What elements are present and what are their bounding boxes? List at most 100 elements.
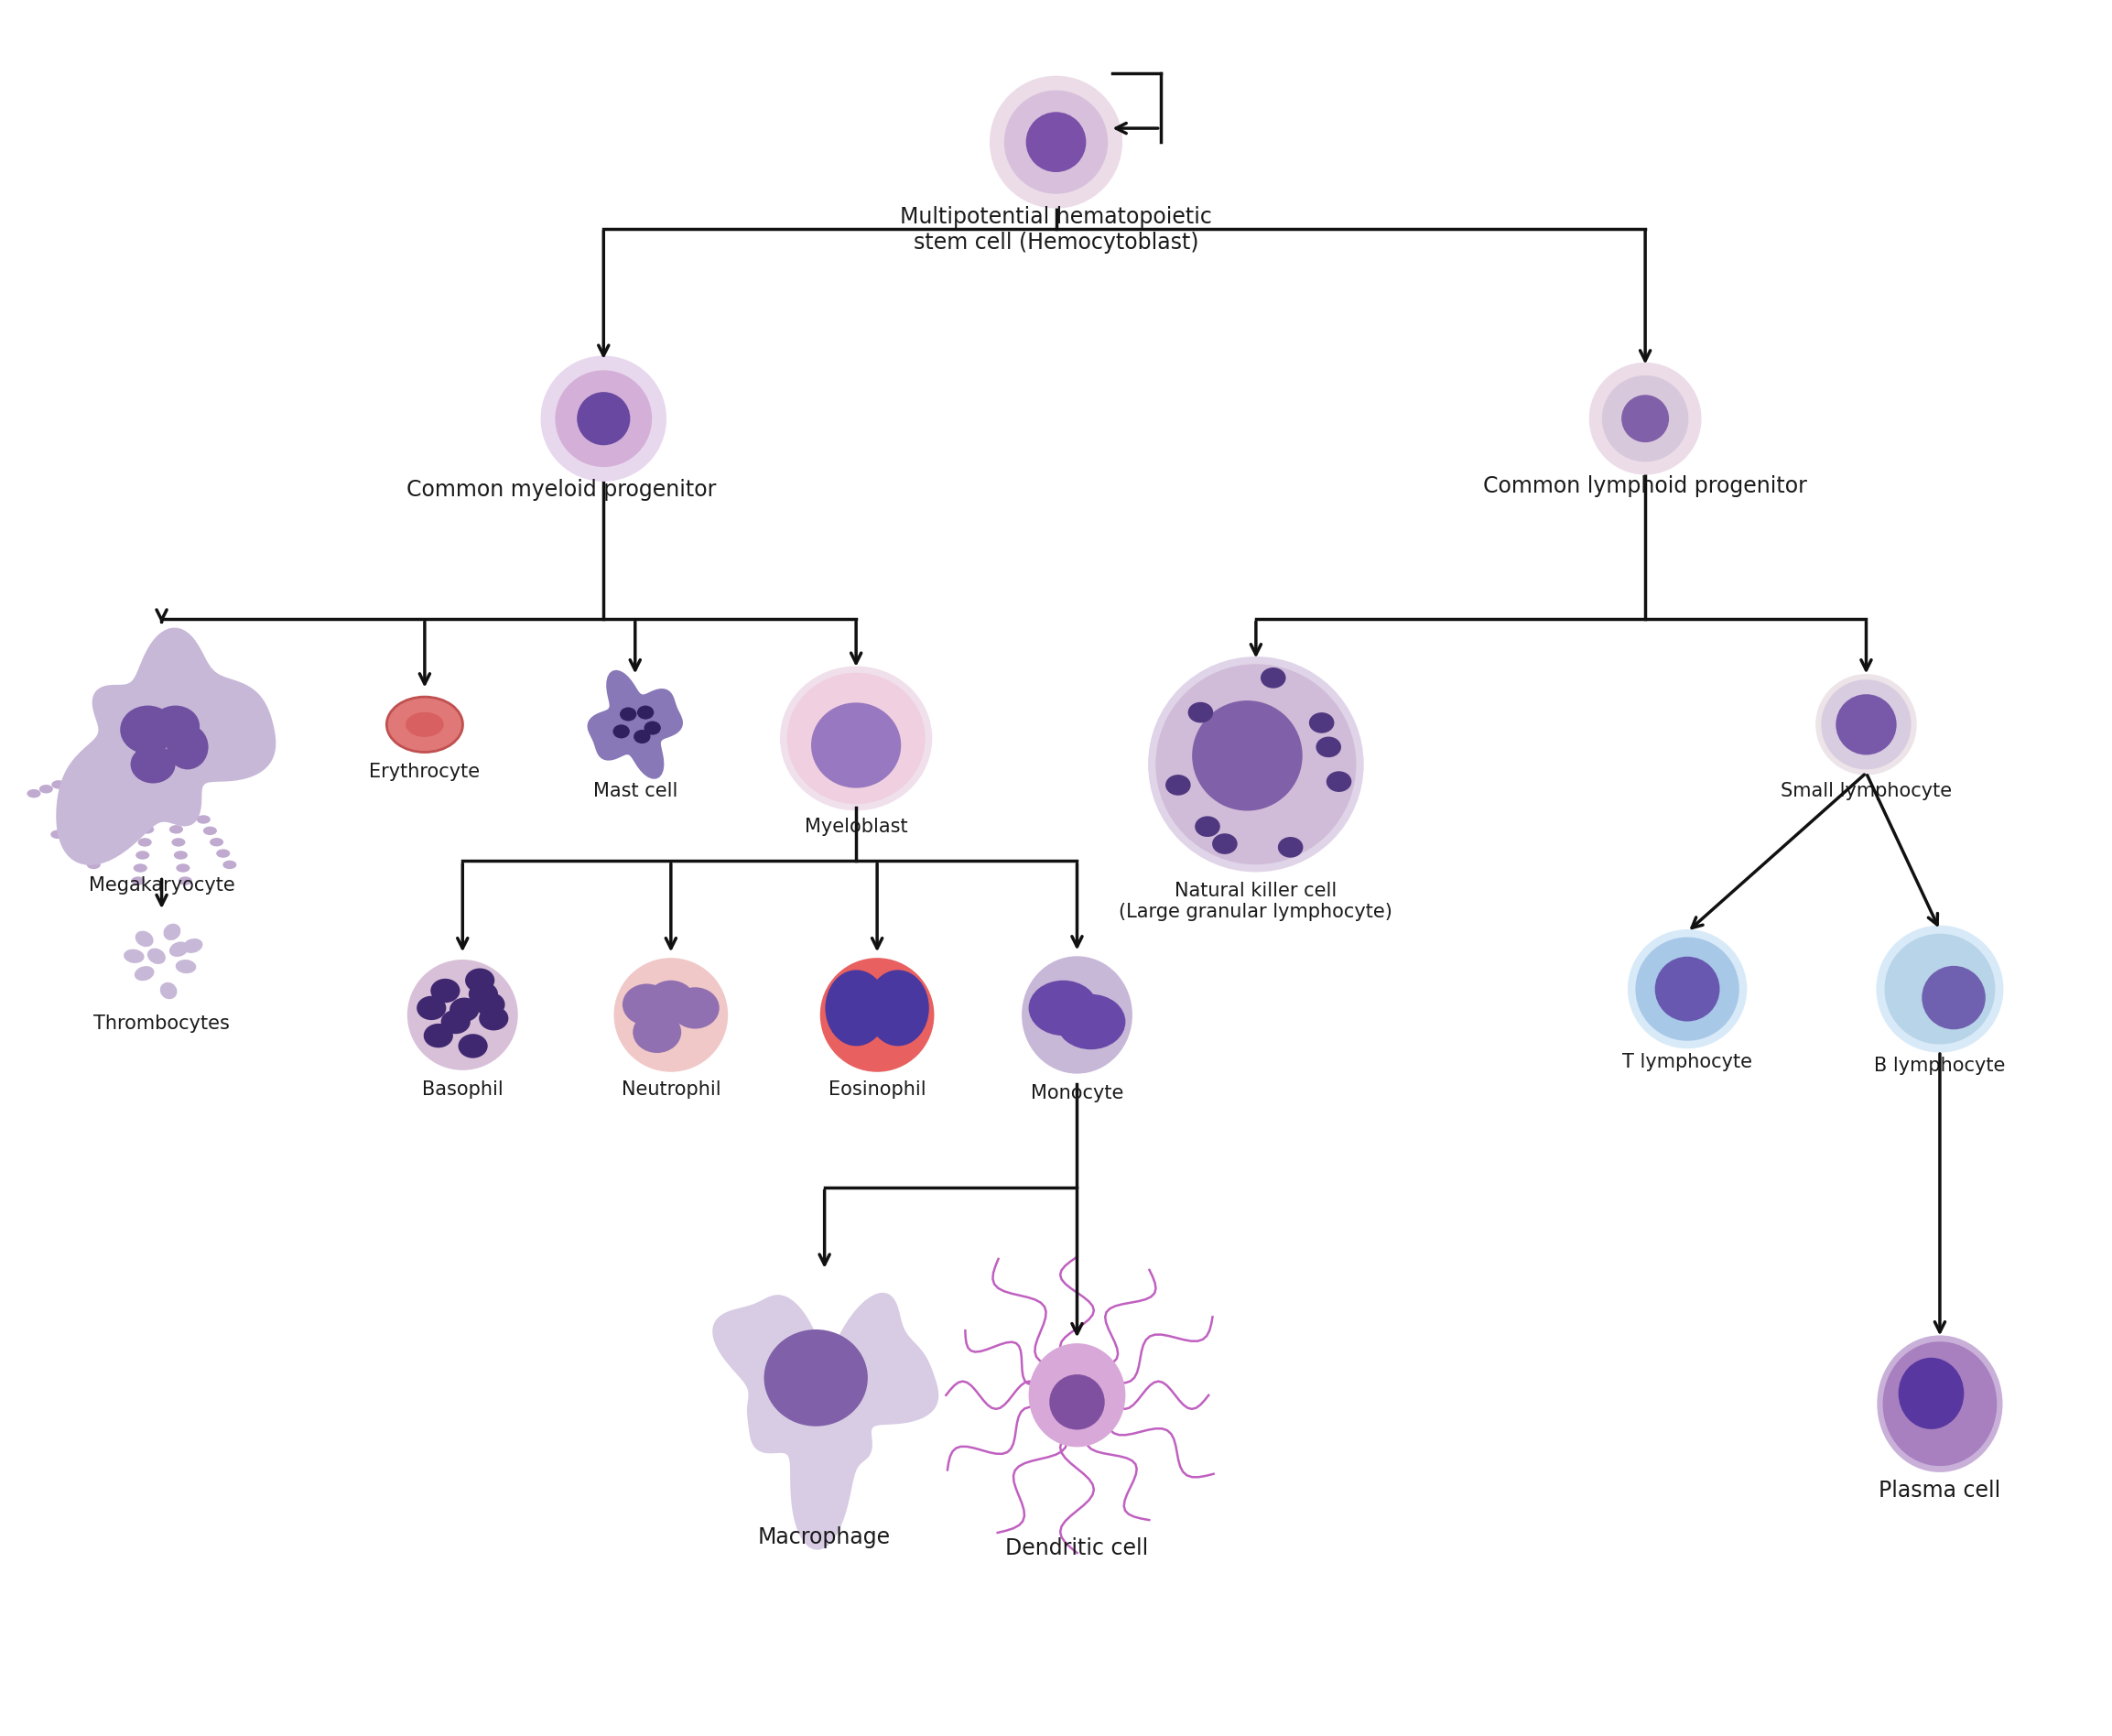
Ellipse shape (27, 790, 40, 799)
Ellipse shape (161, 983, 177, 1000)
Ellipse shape (80, 806, 95, 814)
Text: Common lymphoid progenitor: Common lymphoid progenitor (1483, 476, 1808, 498)
Ellipse shape (125, 950, 144, 963)
Ellipse shape (819, 958, 934, 1071)
Ellipse shape (152, 705, 201, 746)
Ellipse shape (765, 1330, 868, 1427)
Ellipse shape (133, 865, 148, 871)
Circle shape (1309, 712, 1335, 733)
Ellipse shape (167, 724, 209, 769)
Text: Dendritic cell: Dendritic cell (1005, 1536, 1149, 1559)
Ellipse shape (112, 816, 127, 825)
Ellipse shape (1149, 656, 1364, 871)
Circle shape (416, 996, 446, 1021)
Text: Natural killer cell
(Large granular lymphocyte): Natural killer cell (Large granular lymp… (1119, 882, 1392, 922)
Text: Mast cell: Mast cell (593, 781, 678, 800)
Circle shape (450, 998, 479, 1023)
Ellipse shape (203, 826, 218, 835)
Ellipse shape (131, 745, 175, 783)
Ellipse shape (135, 930, 154, 946)
Ellipse shape (40, 785, 53, 793)
Circle shape (1187, 701, 1212, 722)
Ellipse shape (826, 970, 887, 1047)
Ellipse shape (131, 877, 146, 885)
Ellipse shape (87, 861, 101, 870)
Text: Common myeloid progenitor: Common myeloid progenitor (408, 479, 716, 502)
Ellipse shape (1878, 1335, 2002, 1472)
Ellipse shape (1816, 674, 1918, 774)
Circle shape (638, 705, 655, 719)
Text: B lymphocyte: B lymphocyte (1873, 1057, 2006, 1075)
Circle shape (1278, 837, 1303, 858)
Ellipse shape (169, 825, 184, 833)
Ellipse shape (646, 981, 695, 1023)
Ellipse shape (1622, 394, 1668, 443)
Text: Megakaryocyte: Megakaryocyte (89, 877, 234, 896)
Ellipse shape (177, 877, 192, 885)
Ellipse shape (70, 812, 84, 821)
Ellipse shape (1050, 1375, 1105, 1430)
Ellipse shape (672, 988, 720, 1029)
Ellipse shape (1003, 90, 1109, 194)
Ellipse shape (1922, 965, 1985, 1029)
Ellipse shape (1026, 113, 1086, 172)
Circle shape (634, 729, 650, 743)
Ellipse shape (120, 705, 175, 753)
Ellipse shape (1635, 937, 1738, 1042)
Text: Basophil: Basophil (422, 1080, 503, 1099)
Ellipse shape (99, 838, 114, 847)
Ellipse shape (634, 1012, 682, 1054)
Ellipse shape (1029, 981, 1098, 1036)
Ellipse shape (1588, 363, 1702, 474)
Ellipse shape (1899, 1358, 1964, 1429)
Ellipse shape (91, 797, 103, 806)
Circle shape (469, 983, 498, 1007)
Ellipse shape (171, 838, 186, 847)
Text: Erythrocyte: Erythrocyte (370, 762, 479, 781)
Ellipse shape (406, 712, 444, 738)
Circle shape (425, 1024, 454, 1049)
Ellipse shape (137, 838, 152, 847)
Circle shape (1261, 668, 1286, 687)
Polygon shape (712, 1293, 938, 1550)
Circle shape (1166, 774, 1191, 795)
Ellipse shape (51, 830, 63, 838)
Circle shape (479, 1007, 509, 1031)
Ellipse shape (1029, 1344, 1126, 1448)
Ellipse shape (1821, 679, 1911, 769)
Ellipse shape (106, 826, 120, 835)
Ellipse shape (163, 924, 182, 941)
Ellipse shape (1056, 995, 1126, 1050)
Text: Multipotential hematopoietic
stem cell (Hemocytoblast): Multipotential hematopoietic stem cell (… (900, 207, 1212, 253)
Ellipse shape (408, 960, 517, 1069)
Ellipse shape (811, 703, 902, 788)
Ellipse shape (76, 771, 91, 779)
Text: Neutrophil: Neutrophil (621, 1080, 720, 1099)
Ellipse shape (184, 939, 203, 953)
Ellipse shape (209, 838, 224, 847)
Text: Myeloblast: Myeloblast (805, 818, 908, 837)
Ellipse shape (541, 356, 667, 481)
Text: Thrombocytes: Thrombocytes (93, 1016, 230, 1033)
Ellipse shape (623, 984, 672, 1026)
Ellipse shape (866, 970, 929, 1047)
Circle shape (465, 969, 494, 993)
Ellipse shape (1603, 375, 1687, 462)
Ellipse shape (63, 776, 78, 785)
Ellipse shape (222, 861, 237, 870)
Ellipse shape (1884, 934, 1996, 1045)
Text: Eosinophil: Eosinophil (828, 1080, 925, 1099)
Circle shape (619, 707, 636, 720)
Ellipse shape (577, 392, 629, 444)
Polygon shape (587, 670, 682, 779)
Ellipse shape (1875, 925, 2004, 1052)
Ellipse shape (1155, 665, 1356, 865)
Text: Monocyte: Monocyte (1031, 1083, 1124, 1102)
Circle shape (1212, 833, 1238, 854)
Ellipse shape (1882, 1342, 1998, 1465)
Text: Small lymphocyte: Small lymphocyte (1780, 781, 1951, 800)
Ellipse shape (135, 851, 150, 859)
Ellipse shape (788, 672, 925, 804)
Ellipse shape (175, 960, 196, 974)
Circle shape (612, 724, 629, 738)
